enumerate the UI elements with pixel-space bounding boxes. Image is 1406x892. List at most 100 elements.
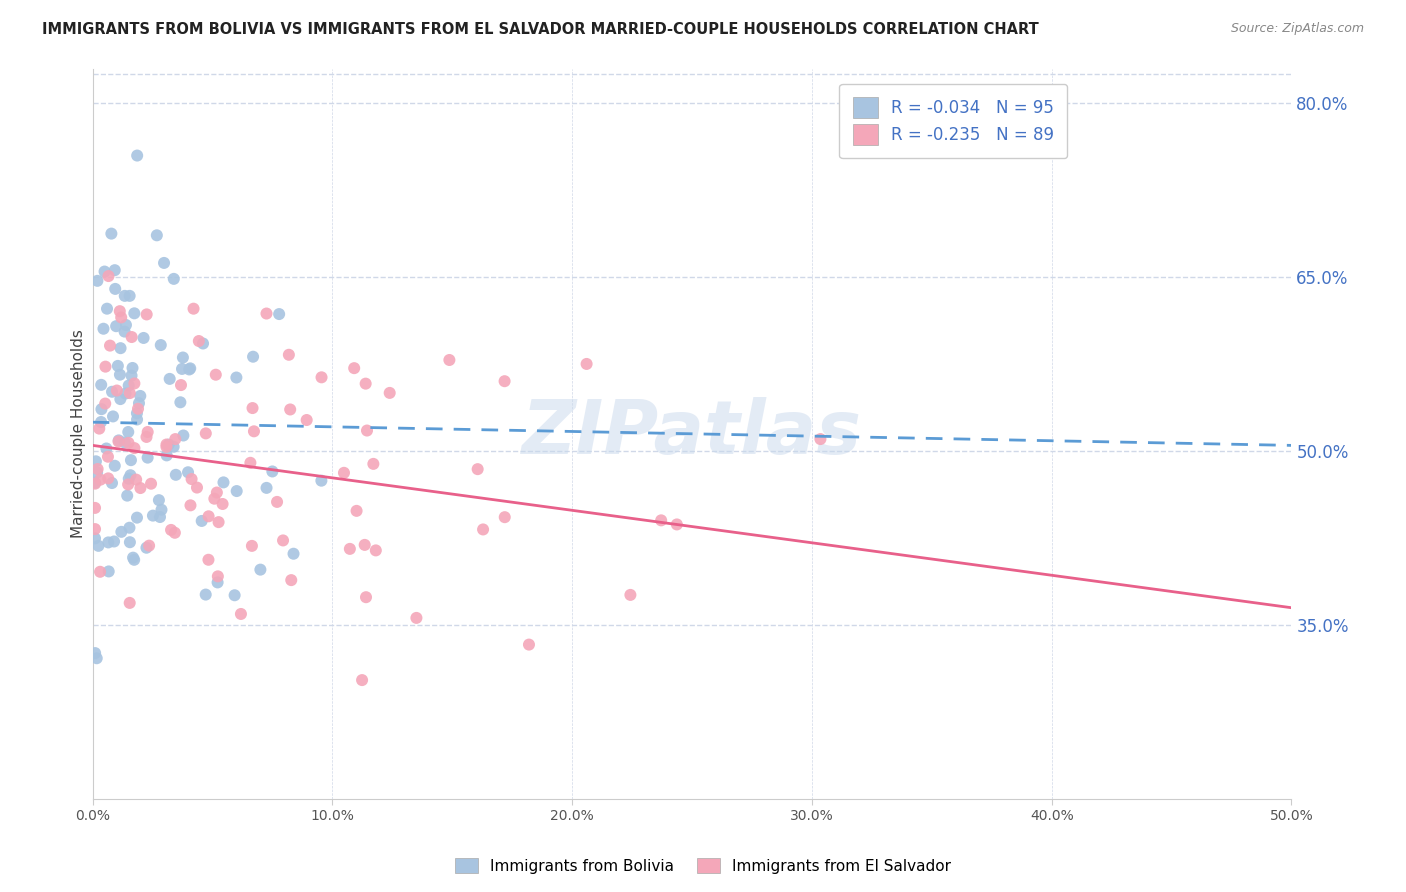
Point	[115, 318, 138, 332]
Point	[243, 425, 266, 439]
Point	[191, 336, 214, 351]
Point	[242, 401, 264, 415]
Point	[121, 330, 143, 344]
Point	[105, 319, 128, 334]
Point	[94, 359, 117, 374]
Point	[103, 534, 125, 549]
Point	[283, 547, 305, 561]
Point	[87, 539, 110, 553]
Point	[311, 474, 333, 488]
Point	[124, 376, 146, 391]
Point	[110, 392, 132, 406]
Point	[207, 569, 229, 583]
Point	[169, 395, 191, 409]
Point	[405, 611, 427, 625]
Point	[269, 307, 291, 321]
Point	[135, 430, 157, 444]
Point	[125, 406, 148, 420]
Point	[354, 591, 377, 605]
Point	[149, 510, 172, 524]
Point	[101, 384, 124, 399]
Point	[186, 481, 208, 495]
Point	[139, 476, 162, 491]
Point	[266, 495, 288, 509]
Point	[225, 370, 247, 384]
Point	[101, 476, 124, 491]
Point	[229, 607, 252, 621]
Point	[121, 368, 143, 383]
Point	[89, 473, 111, 487]
Point	[110, 341, 132, 355]
Point	[114, 435, 136, 450]
Point	[156, 449, 179, 463]
Point	[114, 289, 136, 303]
Y-axis label: Married-couple Households: Married-couple Households	[72, 329, 86, 538]
Point	[107, 434, 129, 448]
Point	[378, 385, 401, 400]
Point	[212, 475, 235, 490]
Point	[94, 396, 117, 410]
Point	[179, 362, 201, 376]
Point	[157, 437, 180, 451]
Point	[172, 428, 194, 442]
Point	[108, 368, 131, 382]
Point	[180, 472, 202, 486]
Point	[170, 362, 193, 376]
Point	[187, 334, 209, 348]
Point	[121, 361, 143, 376]
Point	[120, 468, 142, 483]
Point	[136, 450, 159, 465]
Text: ZIPatlas: ZIPatlas	[522, 397, 862, 470]
Point	[132, 331, 155, 345]
Legend: Immigrants from Bolivia, Immigrants from El Salvador: Immigrants from Bolivia, Immigrants from…	[449, 852, 957, 880]
Point	[472, 523, 495, 537]
Point	[125, 510, 148, 524]
Point	[467, 462, 489, 476]
Point	[122, 550, 145, 565]
Point	[127, 148, 149, 162]
Point	[278, 402, 301, 417]
Point	[89, 565, 111, 579]
Point	[650, 513, 672, 527]
Point	[240, 539, 263, 553]
Point	[135, 541, 157, 555]
Point	[84, 532, 107, 546]
Point	[146, 228, 169, 243]
Point	[84, 646, 107, 660]
Point	[97, 535, 120, 549]
Point	[159, 372, 181, 386]
Point	[124, 441, 146, 455]
Point	[97, 471, 120, 485]
Text: Source: ZipAtlas.com: Source: ZipAtlas.com	[1230, 22, 1364, 36]
Point	[86, 651, 108, 665]
Point	[105, 384, 128, 398]
Point	[364, 543, 387, 558]
Point	[97, 565, 120, 579]
Point	[100, 227, 122, 241]
Point	[194, 426, 217, 441]
Point	[142, 508, 165, 523]
Point	[339, 541, 361, 556]
Point	[89, 422, 111, 436]
Point	[90, 377, 112, 392]
Point	[295, 413, 318, 427]
Point	[575, 357, 598, 371]
Point	[84, 522, 107, 536]
Point	[115, 489, 138, 503]
Point	[190, 514, 212, 528]
Point	[118, 378, 141, 392]
Point	[84, 475, 107, 490]
Point	[311, 370, 333, 384]
Point	[117, 425, 139, 439]
Point	[90, 415, 112, 429]
Point	[271, 533, 294, 548]
Point	[256, 306, 278, 320]
Point	[93, 264, 115, 278]
Point	[354, 376, 377, 391]
Point	[114, 325, 136, 339]
Point	[619, 588, 641, 602]
Point	[202, 491, 225, 506]
Point	[129, 481, 152, 495]
Point	[127, 401, 149, 416]
Point	[517, 638, 540, 652]
